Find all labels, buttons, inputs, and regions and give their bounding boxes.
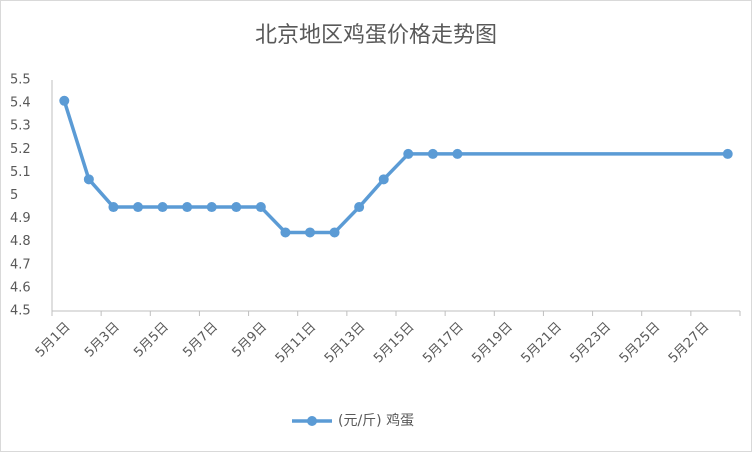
data-point xyxy=(280,227,291,238)
line-segment xyxy=(333,205,361,234)
y-tick-label: 4.9 xyxy=(10,211,31,226)
line-segment xyxy=(87,178,115,209)
y-tick-label: 5.4 xyxy=(10,96,31,111)
y-tick-label: 4.5 xyxy=(10,304,31,319)
data-point xyxy=(305,227,315,238)
y-tick-label: 4.7 xyxy=(10,257,31,272)
data-point xyxy=(182,202,193,213)
y-tick-label: 5 xyxy=(10,188,18,203)
data-point xyxy=(427,148,438,159)
legend-label: (元/斤) 鸡蛋 xyxy=(338,412,414,429)
data-point xyxy=(206,202,217,213)
data-point xyxy=(403,148,414,159)
line-segment xyxy=(382,152,410,181)
data-point xyxy=(59,95,70,106)
data-point xyxy=(378,174,389,185)
y-tick-label: 4.6 xyxy=(10,280,31,295)
y-tick-label: 5.5 xyxy=(10,73,31,88)
data-point xyxy=(452,148,463,159)
data-point xyxy=(231,202,242,213)
legend-marker xyxy=(307,416,317,426)
data-point xyxy=(329,227,340,238)
data-point xyxy=(255,202,266,213)
line-segment xyxy=(62,100,91,180)
y-tick-label: 5.1 xyxy=(10,165,31,180)
y-tick-label: 4.8 xyxy=(10,234,31,249)
data-point xyxy=(108,202,119,213)
data-point xyxy=(157,202,168,213)
chart-title: 北京地区鸡蛋价格走势图 xyxy=(255,23,497,48)
line-segment xyxy=(259,205,287,234)
y-tick-label: 5.3 xyxy=(10,119,31,134)
data-point xyxy=(354,202,365,213)
line-segment xyxy=(357,178,386,209)
y-tick-label: 5.2 xyxy=(10,142,31,157)
data-point xyxy=(83,174,94,185)
data-point xyxy=(722,148,733,159)
data-point xyxy=(133,202,143,213)
